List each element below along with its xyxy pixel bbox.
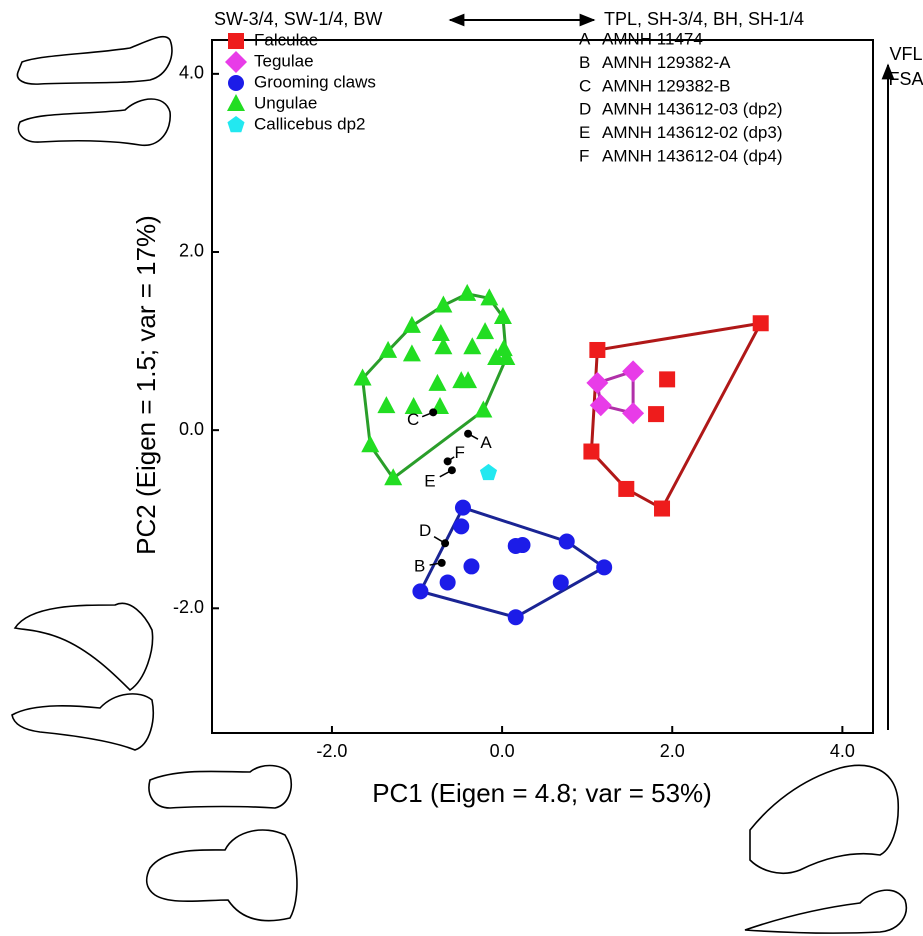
specimen-key-name: AMNH 129382-B: [602, 76, 731, 95]
marker: [403, 316, 421, 333]
specimen-key-letter: D: [579, 100, 591, 119]
specimen-key-name: AMNH 129382-A: [602, 53, 731, 72]
y-tick-label: -2.0: [173, 597, 204, 617]
marker: [463, 558, 479, 574]
marker: [480, 464, 497, 480]
marker: [361, 435, 379, 452]
specimen-label: B: [414, 556, 425, 575]
specimen-key-letter: E: [579, 123, 590, 142]
marker: [403, 344, 421, 361]
specimen-key-letter: B: [579, 53, 590, 72]
legend-label: Grooming claws: [254, 72, 376, 91]
specimen-label: A: [480, 433, 492, 452]
specimen-key-letter: F: [579, 146, 589, 165]
specimen-label: E: [424, 472, 435, 491]
x-tick-label: 2.0: [660, 741, 685, 761]
specimen-point: [441, 539, 449, 547]
marker: [440, 574, 456, 590]
marker: [474, 401, 492, 418]
specimen-key-name: AMNH 143612-03 (dp2): [602, 100, 782, 119]
marker: [225, 51, 247, 73]
specimen-point: [464, 430, 472, 438]
marker: [455, 500, 471, 516]
specimen-key-letter: C: [579, 76, 591, 95]
marker: [589, 342, 605, 358]
marker: [583, 444, 599, 460]
marker: [659, 371, 675, 387]
marker: [432, 324, 450, 341]
group-hull: [420, 508, 604, 618]
legend-label: Falculae: [254, 30, 318, 49]
marker: [377, 396, 395, 413]
marker: [227, 94, 245, 111]
specimen-key-name: AMNH 11474: [602, 29, 703, 48]
marker: [228, 75, 244, 91]
marker: [227, 116, 244, 132]
x-tick-label: -2.0: [316, 741, 347, 761]
marker: [463, 337, 481, 354]
specimen-key-name: AMNH 143612-04 (dp4): [602, 146, 782, 165]
marker: [618, 481, 634, 497]
specimen-label: F: [454, 443, 464, 462]
x-axis-label: PC1 (Eigen = 4.8; var = 53%): [372, 778, 712, 808]
marker: [586, 372, 608, 394]
chart: SW-3/4, SW-1/4, BW TPL, SH-3/4, BH, SH-1…: [0, 0, 923, 936]
specimen-point: [448, 466, 456, 474]
y-tick-label: 4.0: [179, 63, 204, 83]
marker: [428, 374, 446, 391]
legend-label: Tegulae: [254, 51, 314, 70]
specimen-label: D: [419, 521, 431, 540]
marker: [228, 33, 244, 49]
legend-label: Callicebus dp2: [254, 114, 366, 133]
marker: [753, 315, 769, 331]
marker: [553, 574, 569, 590]
marker: [596, 559, 612, 575]
marker: [453, 518, 469, 534]
marker: [476, 322, 494, 339]
y-tick-label: 0.0: [179, 419, 204, 439]
marker: [622, 402, 644, 424]
specimen-label: C: [407, 410, 419, 429]
top-right-label: TPL, SH-3/4, BH, SH-1/4: [604, 9, 804, 29]
y-tick-label: 2.0: [179, 241, 204, 261]
specimen-point: [429, 408, 437, 416]
legend-label: Ungulae: [254, 93, 317, 112]
specimen-key-name: AMNH 143612-02 (dp3): [602, 123, 782, 142]
specimen-point: [438, 559, 446, 567]
x-tick-label: 0.0: [490, 741, 515, 761]
marker: [559, 533, 575, 549]
specimen-point: [444, 457, 452, 465]
marker: [622, 360, 644, 382]
marker: [458, 284, 476, 301]
marker: [508, 609, 524, 625]
marker: [412, 583, 428, 599]
right-label: FSA: [888, 69, 923, 89]
right-label: VFL: [889, 44, 922, 64]
marker: [654, 501, 670, 517]
group-hull: [591, 323, 760, 508]
marker: [515, 537, 531, 553]
marker: [648, 406, 664, 422]
x-tick-label: 4.0: [830, 741, 855, 761]
top-left-label: SW-3/4, SW-1/4, BW: [214, 9, 382, 29]
plot-frame: [212, 40, 873, 733]
y-axis-label: PC2 (Eigen = 1.5; var = 17%): [131, 215, 161, 555]
specimen-key-letter: A: [579, 29, 591, 48]
